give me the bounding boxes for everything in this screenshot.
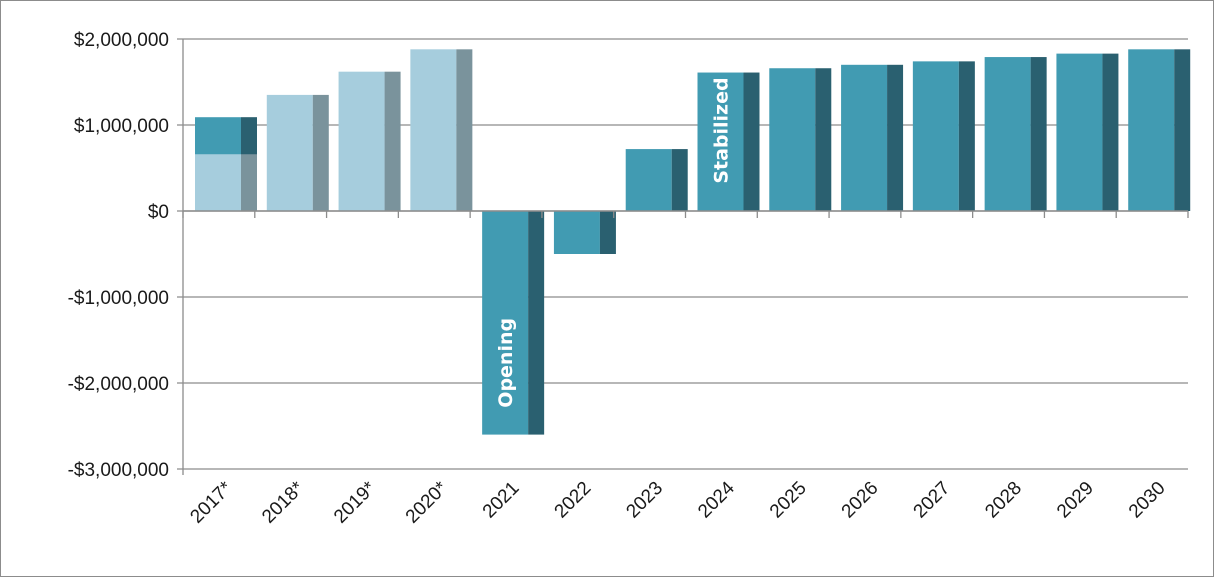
x-tick-label: 2024	[694, 477, 739, 522]
y-tick-label: -$1,000,000	[68, 288, 169, 309]
bar-side-2022	[599, 211, 616, 254]
x-tick-label: 2028	[981, 478, 1026, 523]
x-tick-label: 2021	[479, 478, 524, 523]
bar-2021	[482, 211, 529, 435]
bar-side-2027	[958, 61, 975, 211]
x-tick-label: 2017*	[186, 477, 236, 527]
bar-overlay-segment-side	[241, 117, 257, 155]
x-tick-label: 2027	[910, 478, 955, 523]
x-tick-label: 2030	[1125, 478, 1170, 523]
bar-2026	[841, 64, 888, 211]
y-tick-label: $1,000,000	[74, 116, 169, 137]
annotation-opening: Opening	[495, 318, 517, 408]
x-tick-label: 2029	[1053, 478, 1098, 523]
annotation-stabilized: Stabilized	[711, 77, 733, 183]
y-tick-label: -$2,000,000	[68, 374, 169, 395]
y-tick-label: -$3,000,000	[68, 460, 169, 481]
bar-2023	[625, 149, 672, 211]
x-tick-label: 2022	[551, 478, 596, 523]
bar-side-2020	[456, 49, 473, 211]
bar-2030	[1128, 49, 1175, 211]
bar-side-2021	[528, 211, 545, 435]
bar-side-2029	[1102, 53, 1119, 212]
bar-2020	[410, 49, 457, 211]
bar-side-2023	[671, 149, 688, 211]
x-tick-label: 2026	[838, 478, 883, 523]
x-tick-label: 2020*	[402, 477, 452, 527]
bar-side-2018	[312, 94, 329, 211]
bar-side-2026	[887, 64, 904, 211]
x-tick-label: 2018*	[258, 477, 308, 527]
bar-side-2019	[384, 71, 401, 212]
bar-2019	[338, 71, 385, 212]
bar-side-2024	[743, 72, 760, 211]
bar-2027	[912, 61, 959, 211]
x-tick-label: 2025	[766, 478, 811, 523]
y-tick-label: $2,000,000	[74, 30, 169, 51]
bar-side-2025	[815, 68, 832, 212]
bar-overlay-segment	[195, 117, 241, 155]
y-tick-label: $0	[148, 202, 169, 223]
bar-2018	[266, 94, 313, 211]
bar-2028	[984, 57, 1031, 212]
x-tick-label: 2023	[622, 478, 667, 523]
x-tick-label: 2019*	[330, 477, 380, 527]
bar-2025	[769, 68, 816, 212]
bar-2029	[1056, 53, 1103, 212]
bar-2024	[697, 72, 744, 211]
bar-side-2028	[1030, 57, 1047, 212]
bar-side-2030	[1174, 49, 1191, 211]
bar-2022	[553, 211, 600, 254]
